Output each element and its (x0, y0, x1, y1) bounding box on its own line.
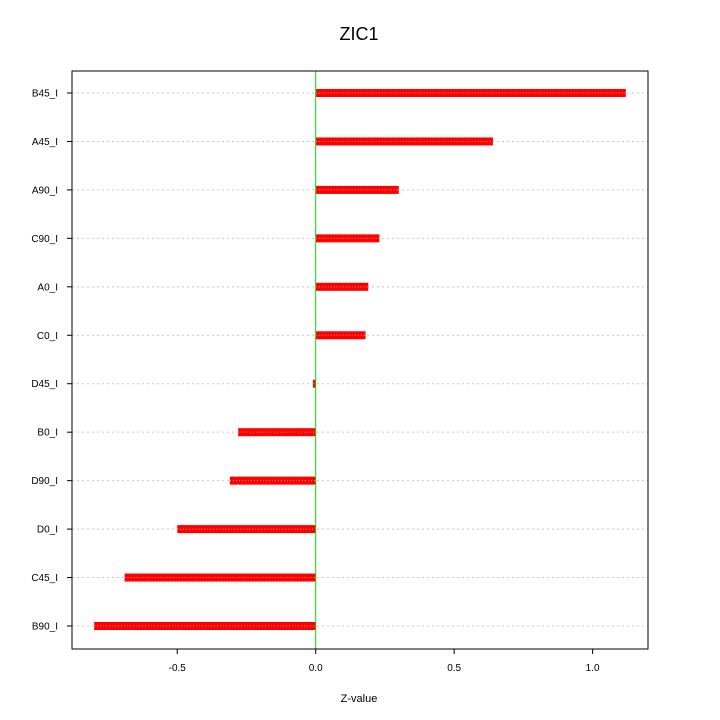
y-tick-label: A90_I (32, 185, 58, 196)
bar-B90_I (94, 622, 316, 630)
x-axis-title: Z-value (341, 693, 378, 705)
bar-A45_I (315, 137, 493, 146)
bar-A0_I (315, 282, 369, 291)
y-tick-label: D45_I (31, 379, 58, 390)
plot-frame (71, 70, 649, 650)
x-tick-label: 0.0 (309, 663, 323, 674)
chart-title: ZIC1 (339, 24, 378, 44)
y-tick-label: B0_I (37, 428, 58, 439)
grid-layer (72, 92, 648, 627)
y-tick-label: A45_I (32, 137, 58, 148)
y-tick-label: C45_I (31, 573, 58, 584)
x-tick-label: -0.5 (169, 663, 187, 674)
bar-D45_I (312, 379, 316, 388)
bar-C45_I (124, 573, 316, 582)
bar-A90_I (315, 185, 399, 194)
y-tick-label: D0_I (37, 525, 58, 536)
bar-B0_I (238, 428, 316, 437)
y-tick-label: D90_I (31, 476, 58, 487)
bar-layer (94, 89, 626, 630)
y-tick-label: C90_I (31, 234, 58, 245)
y-tick-label: A0_I (37, 282, 58, 293)
y-tick-label: B45_I (32, 89, 58, 100)
bar-C90_I (315, 234, 380, 243)
bar-B45_I (315, 89, 626, 97)
x-tick-label: 0.5 (447, 663, 461, 674)
x-axis: -0.5 0.0 0.5 1.0 (169, 649, 600, 674)
y-tick-label: C0_I (37, 331, 58, 342)
x-tick-label: 1.0 (586, 663, 600, 674)
y-tick-label: B90_I (32, 622, 58, 633)
y-axis: B45_I A45_I A90_I C90_I A0_I C0_I D45_I B0_I D90… (31, 89, 72, 633)
